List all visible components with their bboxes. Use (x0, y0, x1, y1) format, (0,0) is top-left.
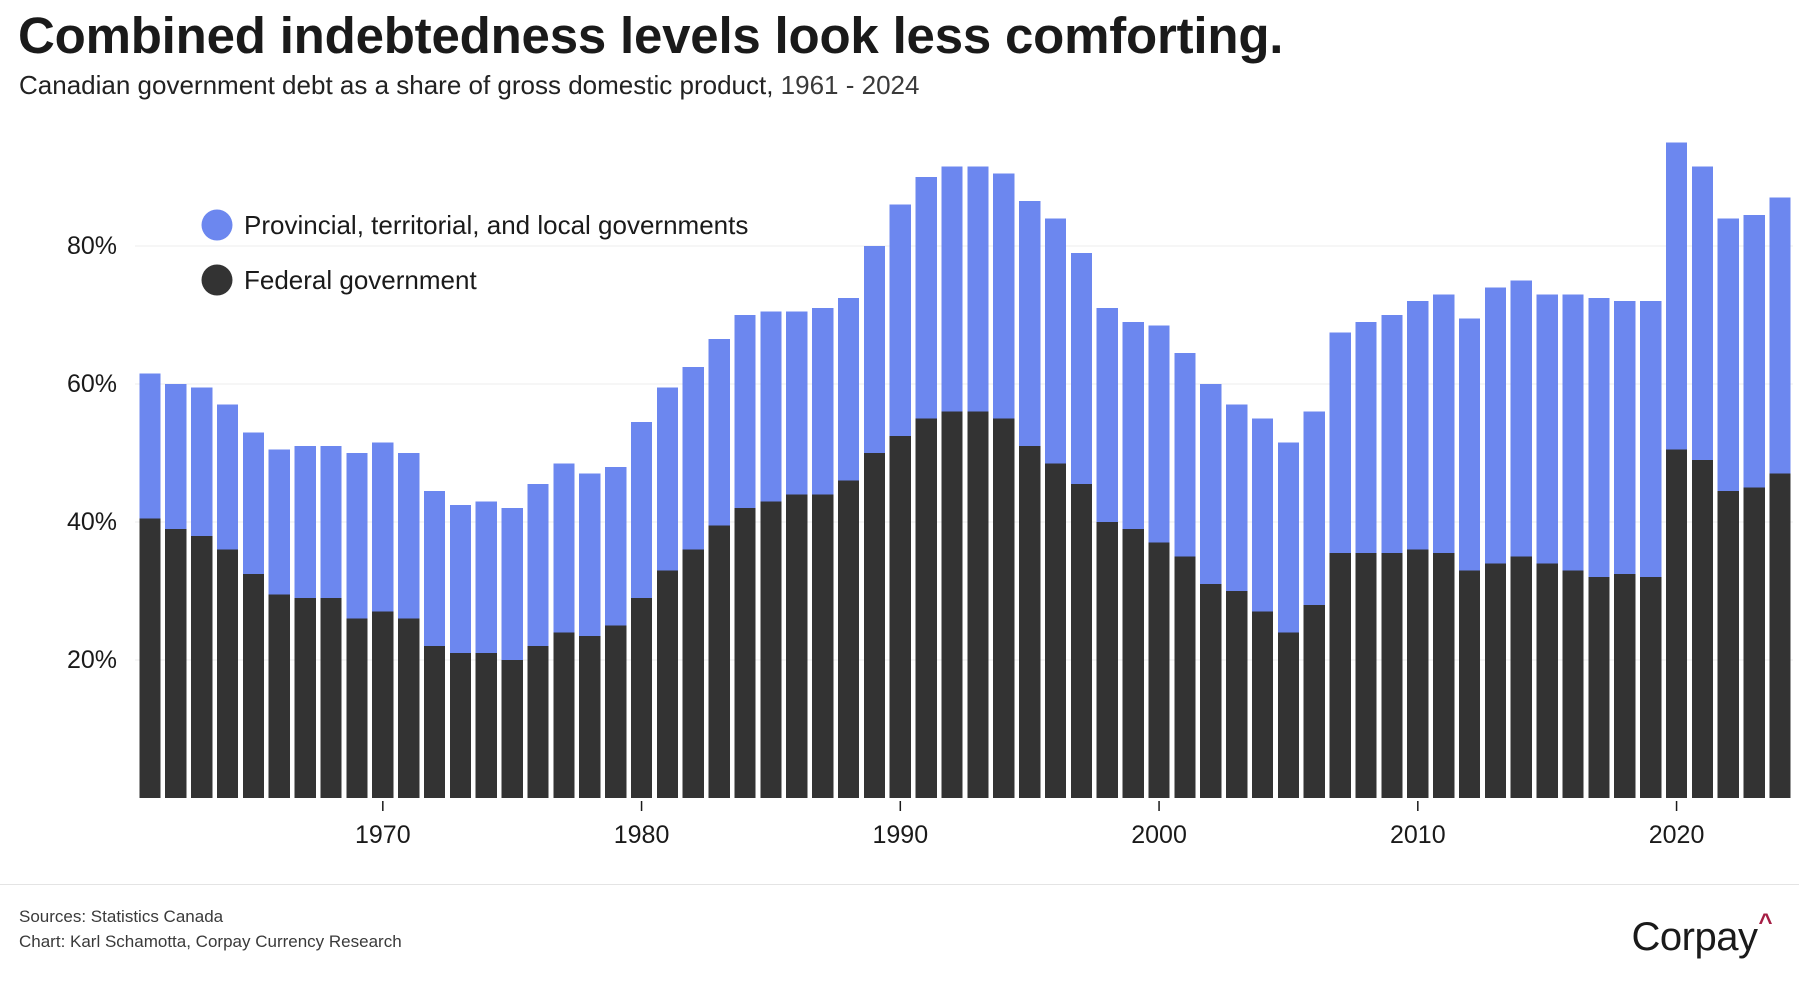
svg-text:2010: 2010 (1390, 821, 1446, 849)
svg-text:1980: 1980 (614, 821, 670, 849)
svg-text:2000: 2000 (1131, 821, 1187, 849)
svg-text:2020: 2020 (1649, 821, 1705, 849)
svg-text:60%: 60% (67, 370, 117, 398)
svg-text:80%: 80% (67, 232, 117, 260)
svg-text:1970: 1970 (355, 821, 411, 849)
svg-text:Provincial, territorial, and l: Provincial, territorial, and local gover… (244, 210, 748, 240)
svg-text:20%: 20% (67, 646, 117, 674)
svg-text:Federal government: Federal government (244, 265, 477, 295)
svg-text:40%: 40% (67, 508, 117, 536)
svg-text:1990: 1990 (873, 821, 929, 849)
